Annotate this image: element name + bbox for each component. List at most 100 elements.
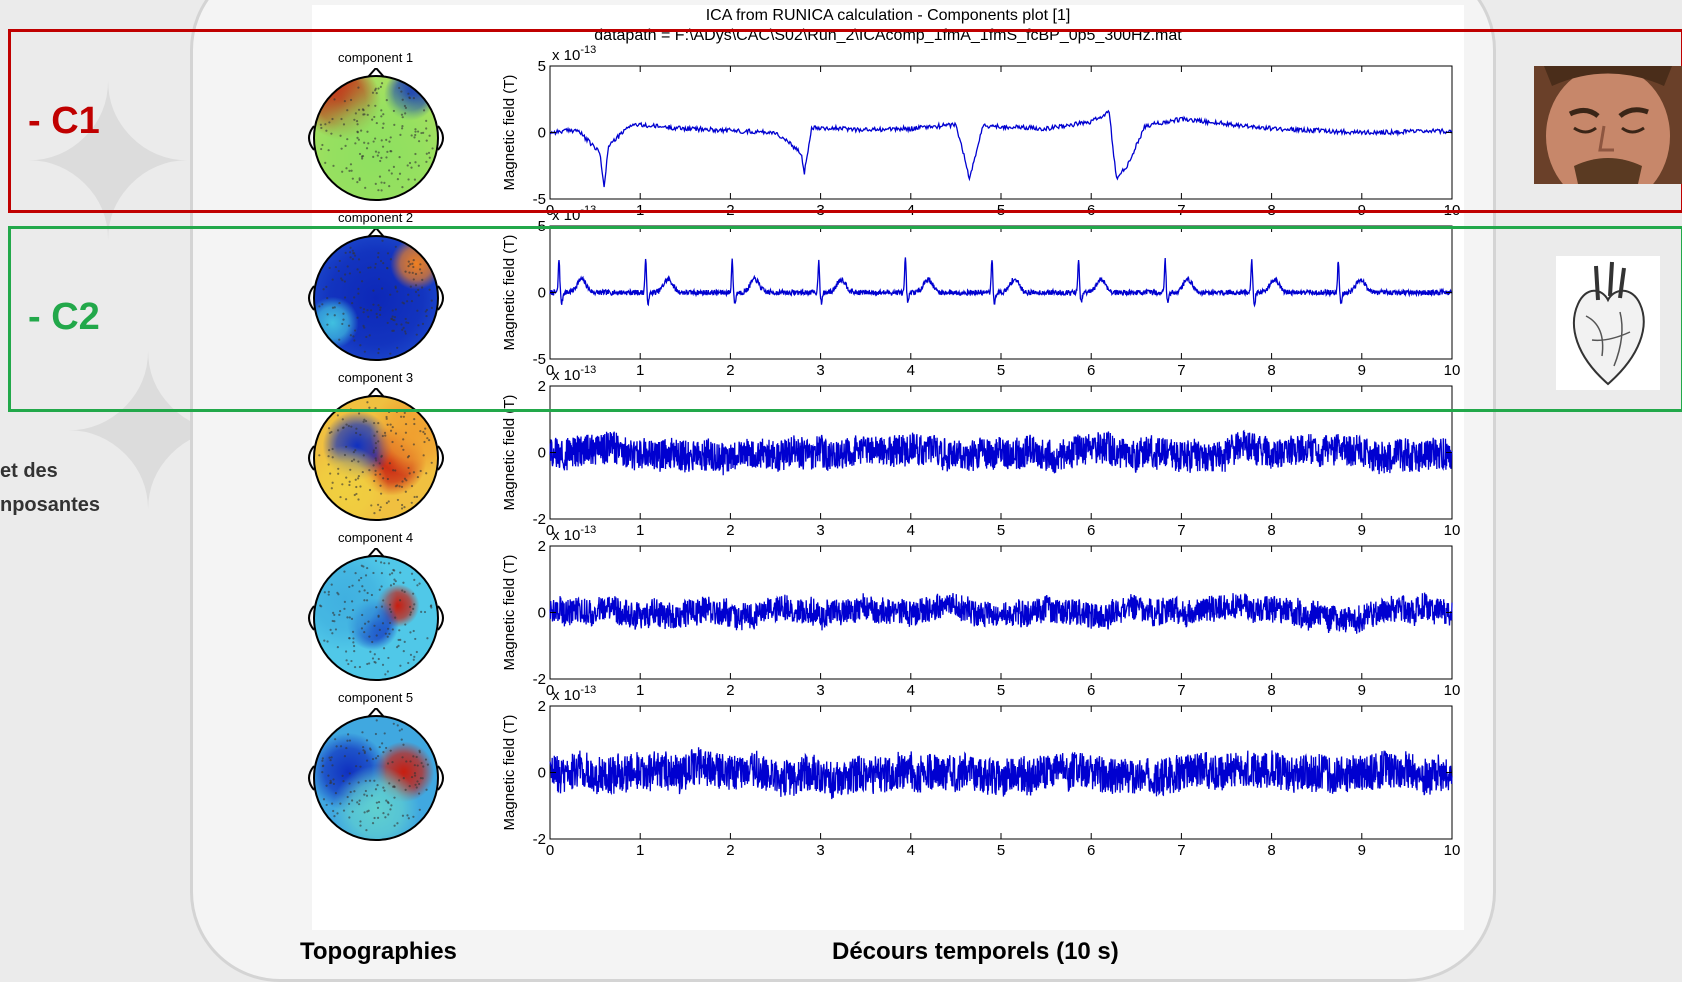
x-tick-label: 1 xyxy=(636,682,644,699)
right-ear-icon xyxy=(437,125,444,151)
closed-eyes-face-photo xyxy=(1534,66,1682,184)
x-tick-label: 9 xyxy=(1358,682,1366,699)
nose-icon xyxy=(367,388,385,398)
c2-tag: - C2 xyxy=(28,296,100,338)
x-tick-label: 0 xyxy=(546,522,554,539)
signal-line xyxy=(549,257,1453,308)
x-tick-label: 10 xyxy=(1444,522,1461,539)
x-tick-label: 8 xyxy=(1267,842,1275,859)
footer-time-courses: Décours temporels (10 s) xyxy=(832,938,1119,965)
nose-icon xyxy=(367,228,385,238)
x-tick-label: 7 xyxy=(1177,682,1185,699)
topography-map xyxy=(308,708,444,841)
x-tick-label: 8 xyxy=(1267,362,1275,379)
x-tick-label: 8 xyxy=(1267,682,1275,699)
right-ear-icon xyxy=(437,285,444,311)
signal-line xyxy=(549,109,1453,188)
x-tick-label: 6 xyxy=(1087,682,1095,699)
side-text: et des nposantes xyxy=(0,454,100,522)
component-label: component 3 xyxy=(338,370,414,385)
y-axis-label: Magnetic field (T) xyxy=(501,715,518,831)
y-tick-label: -2 xyxy=(533,511,546,528)
x-tick-label: 2 xyxy=(726,682,734,699)
right-ear-icon xyxy=(437,605,444,631)
y-axis-label: Magnetic field (T) xyxy=(501,75,518,191)
exponent-label: x 10-13 xyxy=(552,524,596,544)
component-label: component 5 xyxy=(338,690,414,705)
y-tick-label: 0 xyxy=(538,125,546,142)
signal-line xyxy=(549,592,1453,634)
side-text-line1: et des xyxy=(0,460,58,482)
signal-line xyxy=(549,747,1453,800)
background-star-icon: ✦ xyxy=(20,47,196,282)
nose-icon xyxy=(367,548,385,558)
c1-highlight-frame xyxy=(8,29,1682,213)
x-tick-label: 9 xyxy=(1358,362,1366,379)
x-tick-label: 5 xyxy=(997,362,1005,379)
x-tick-label: 0 xyxy=(546,682,554,699)
x-tick-label: 6 xyxy=(1087,362,1095,379)
axes-box xyxy=(549,65,1453,200)
x-tick-label: 0 xyxy=(546,842,554,859)
signal-line xyxy=(549,429,1453,476)
x-tick-label: 9 xyxy=(1358,842,1366,859)
x-tick-label: 3 xyxy=(816,842,824,859)
y-tick-label: 0 xyxy=(538,765,546,782)
x-tick-label: 2 xyxy=(726,362,734,379)
left-ear-icon xyxy=(308,445,315,471)
left-ear-icon xyxy=(308,285,315,311)
topography-map xyxy=(308,68,444,201)
y-tick-label: 2 xyxy=(538,378,546,395)
x-tick-label: 4 xyxy=(907,522,915,539)
x-tick-label: 5 xyxy=(997,842,1005,859)
right-ear-icon xyxy=(437,765,444,791)
x-tick-label: 1 xyxy=(636,842,644,859)
topography-map xyxy=(308,228,444,361)
y-axis-label: Magnetic field (T) xyxy=(501,235,518,351)
x-tick-label: 1 xyxy=(636,522,644,539)
x-tick-label: 10 xyxy=(1444,682,1461,699)
y-tick-label: 0 xyxy=(538,285,546,302)
component-label: component 1 xyxy=(338,50,414,65)
y-tick-label: -5 xyxy=(533,351,546,368)
x-tick-label: 1 xyxy=(636,362,644,379)
nose-icon xyxy=(367,68,385,78)
x-tick-label: 7 xyxy=(1177,842,1185,859)
heart-illustration xyxy=(1556,256,1660,390)
topography-map xyxy=(308,548,444,681)
left-ear-icon xyxy=(308,125,315,151)
x-tick-label: 3 xyxy=(816,522,824,539)
y-tick-label: -2 xyxy=(533,831,546,848)
nose-icon xyxy=(367,708,385,718)
x-tick-label: 4 xyxy=(907,842,915,859)
x-tick-label: 6 xyxy=(1087,522,1095,539)
component-label: component 2 xyxy=(338,210,414,225)
left-ear-icon xyxy=(308,765,315,791)
exponent-label: x 10-13 xyxy=(552,684,596,704)
x-tick-label: 10 xyxy=(1444,842,1461,859)
side-text-line2: nposantes xyxy=(0,494,101,516)
y-tick-label: 5 xyxy=(538,58,546,75)
x-tick-label: 4 xyxy=(907,362,915,379)
x-tick-label: 5 xyxy=(997,682,1005,699)
x-tick-label: 0 xyxy=(546,362,554,379)
y-tick-label: 0 xyxy=(538,605,546,622)
c2-highlight-frame xyxy=(8,226,1682,412)
left-ear-icon xyxy=(308,605,315,631)
y-tick-label: 0 xyxy=(538,445,546,462)
y-axis-label: Magnetic field (T) xyxy=(501,395,518,511)
x-tick-label: 5 xyxy=(997,522,1005,539)
x-tick-label: 3 xyxy=(816,682,824,699)
footer-topographies: Topographies xyxy=(300,938,457,965)
c1-tag: - C1 xyxy=(28,100,100,142)
y-tick-label: 2 xyxy=(538,698,546,715)
y-tick-label: 2 xyxy=(538,538,546,555)
x-tick-label: 7 xyxy=(1177,522,1185,539)
x-tick-label: 6 xyxy=(1087,842,1095,859)
x-tick-label: 10 xyxy=(1444,362,1461,379)
